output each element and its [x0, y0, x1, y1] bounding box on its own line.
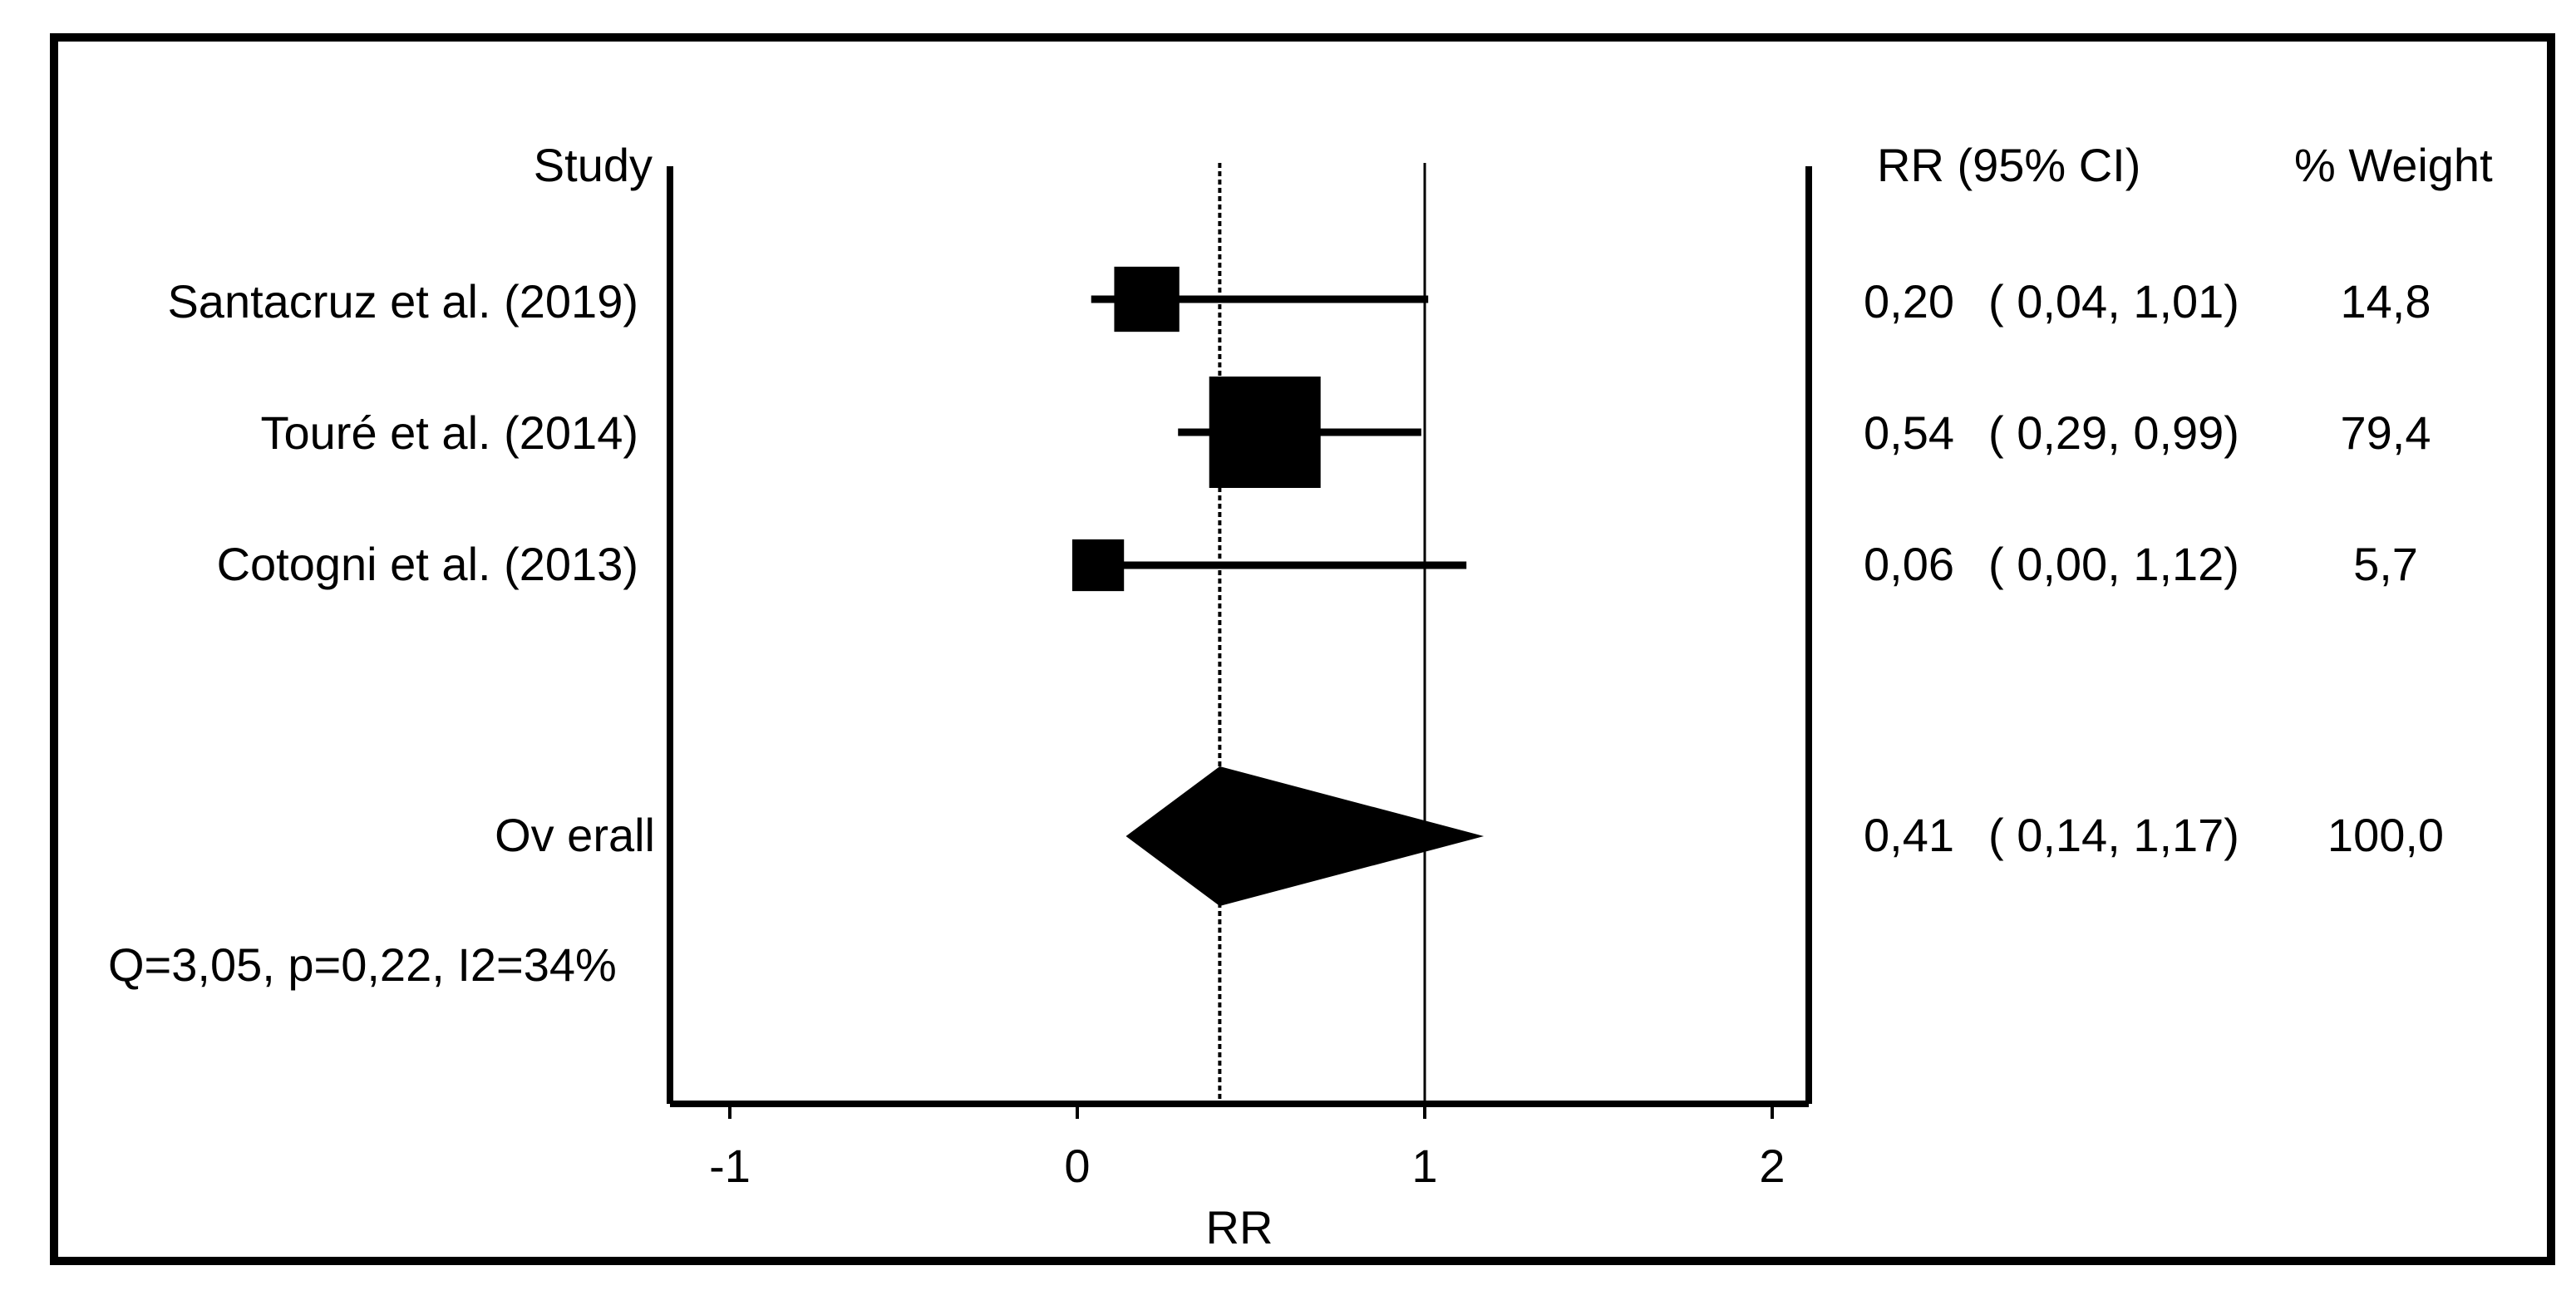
- study-rr: 0,06: [1864, 538, 1954, 590]
- study-ci: ( 0,00, 1,12): [1988, 538, 2239, 590]
- study-rr: 0,20: [1864, 275, 1954, 328]
- x-tick-label: -1: [709, 1140, 751, 1192]
- study-ci: ( 0,04, 1,01): [1988, 275, 2239, 328]
- overall-weight: 100,0: [2327, 809, 2444, 861]
- point-estimate-box: [1209, 376, 1321, 489]
- x-axis-label: RR: [1206, 1201, 1273, 1253]
- overall-row: Ov erall 0,41 ( 0,14, 1,17) 100,0: [495, 766, 2444, 906]
- study-ci: ( 0,29, 0,99): [1988, 406, 2239, 459]
- study-header: Study: [534, 139, 653, 191]
- study-row-1: Touré et al. (2014) 0,54 ( 0,29, 0,99) 7…: [261, 376, 2431, 489]
- x-ticks: -1 0 1 2: [709, 1104, 1785, 1192]
- weight-header: % Weight: [2294, 139, 2493, 191]
- study-rr: 0,54: [1864, 406, 1954, 459]
- heterogeneity-stats: Q=3,05, p=0,22, I2=34%: [108, 938, 617, 991]
- point-estimate-box: [1114, 266, 1180, 332]
- overall-diamond: [1125, 766, 1485, 906]
- study-row-2: Cotogni et al. (2013) 0,06 ( 0,00, 1,12)…: [217, 538, 2418, 592]
- study-weight: 14,8: [2341, 275, 2431, 328]
- point-estimate-box: [1071, 539, 1125, 592]
- study-label: Cotogni et al. (2013): [217, 538, 638, 590]
- x-tick-label: 2: [1759, 1140, 1785, 1192]
- x-tick-label: 0: [1064, 1140, 1090, 1192]
- figure-frame: [50, 33, 2555, 1265]
- study-label: Santacruz et al. (2019): [167, 275, 638, 328]
- study-row-0: Santacruz et al. (2019) 0,20 ( 0,04, 1,0…: [167, 266, 2431, 332]
- study-label: Touré et al. (2014): [261, 406, 638, 459]
- overall-rr: 0,41: [1864, 809, 1954, 861]
- estimate-header: RR (95% CI): [1877, 139, 2140, 191]
- overall-ci: ( 0,14, 1,17): [1988, 809, 2239, 861]
- x-tick-label: 1: [1411, 1140, 1437, 1192]
- study-weight: 5,7: [2353, 538, 2418, 590]
- study-weight: 79,4: [2341, 406, 2431, 459]
- overall-label: Ov erall: [495, 809, 655, 861]
